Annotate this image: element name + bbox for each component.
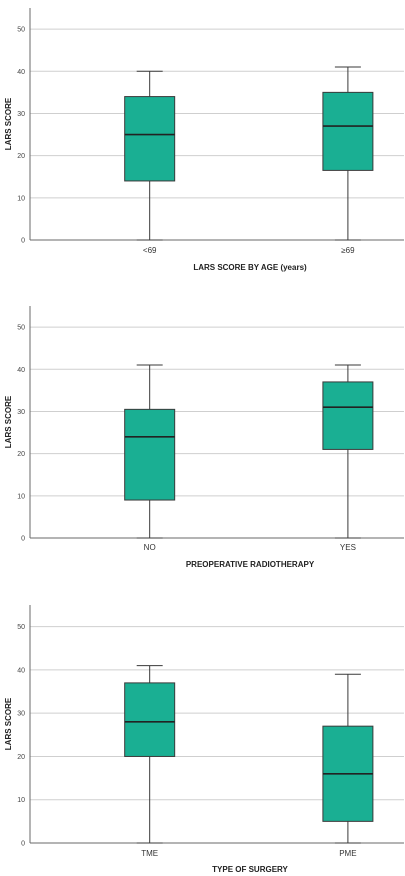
y-axis-title: LARS SCORE xyxy=(4,395,13,448)
y-tick-label: 50 xyxy=(17,27,25,34)
iqr-box xyxy=(124,96,176,182)
y-axis-title: LARS SCORE xyxy=(4,697,13,750)
iqr-box xyxy=(124,408,176,501)
y-tick-label: 20 xyxy=(17,153,25,160)
y-tick-label: 0 xyxy=(21,238,25,245)
x-axis-title: LARS SCORE BY AGE (years) xyxy=(193,263,307,272)
chart-panel-2: 0 10 20 30 40 50 NO YES PREOPERATIVE RADIOTHERAP… xyxy=(4,306,404,569)
box-NO xyxy=(124,364,176,539)
iqr-box xyxy=(124,682,176,757)
y-tick-label: 20 xyxy=(17,754,25,761)
y-tick-label: 0 xyxy=(21,841,25,848)
box-TME xyxy=(124,665,176,844)
x-category-label: <69 xyxy=(143,246,157,255)
chart-panel-1: 0 10 20 30 40 50 <69 ≥69 LARS SCORE BY AGE (year… xyxy=(4,8,404,272)
y-tick-label: 10 xyxy=(17,797,25,804)
box-PME xyxy=(322,673,374,844)
y-tick-label: 20 xyxy=(17,451,25,458)
y-tick-label: 40 xyxy=(17,667,25,674)
x-category-label: YES xyxy=(340,543,356,552)
y-tick-label: 40 xyxy=(17,69,25,76)
y-tick-label: 10 xyxy=(17,195,25,202)
box-<69 xyxy=(124,70,176,241)
y-tick-label: 10 xyxy=(17,493,25,500)
y-tick-label: 0 xyxy=(21,536,25,543)
x-category-label: NO xyxy=(144,543,156,552)
x-category-label: ≥69 xyxy=(341,246,355,255)
x-axis-title: TYPE OF SURGERY xyxy=(212,865,288,874)
iqr-box xyxy=(322,381,374,450)
x-category-label: TME xyxy=(141,849,158,858)
y-tick-label: 50 xyxy=(17,325,25,332)
x-category-label: PME xyxy=(339,849,356,858)
box-YES xyxy=(322,364,374,539)
y-tick-label: 30 xyxy=(17,409,25,416)
iqr-box xyxy=(322,91,374,171)
y-tick-label: 30 xyxy=(17,711,25,718)
x-axis-title: PREOPERATIVE RADIOTHERAPY xyxy=(186,560,315,569)
y-tick-label: 50 xyxy=(17,624,25,631)
box-≥69 xyxy=(322,66,374,241)
y-axis-title: LARS SCORE xyxy=(4,97,13,150)
chart-panel-3: 0 10 20 30 40 50 TME PME TYPE OF SURGERY LARS SCO… xyxy=(4,605,404,874)
y-tick-label: 40 xyxy=(17,367,25,374)
y-tick-label: 30 xyxy=(17,111,25,118)
